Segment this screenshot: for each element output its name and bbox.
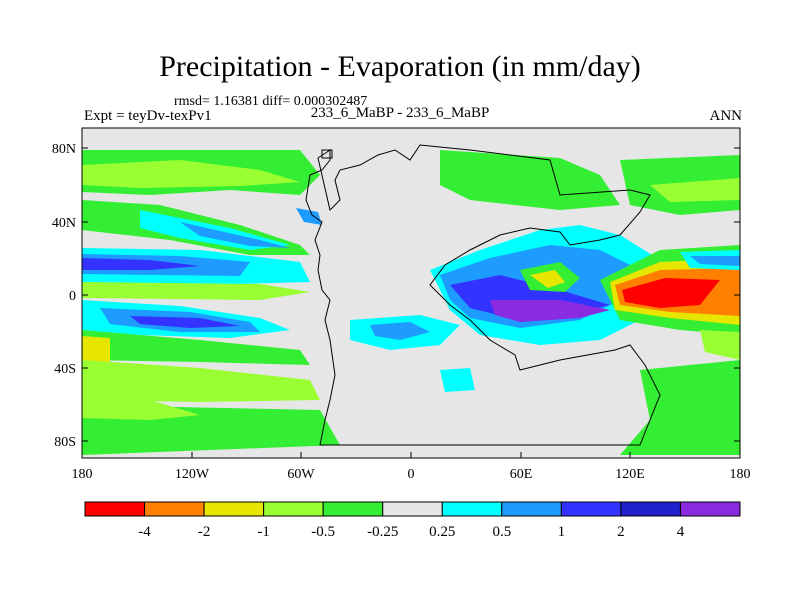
lat-label-80s: 80S [54,435,76,450]
colorbar-label: 4 [677,524,685,540]
colorbar-label: -1 [257,524,270,540]
lon-label-120w: 120W [175,467,210,482]
colorbar-swatch [322,501,384,517]
colorbar-label: -0.5 [311,524,335,540]
map-title: Precipitation - Evaporation (in mm/day) [159,50,641,83]
colorbar-label: 0.25 [429,524,455,540]
colorbar-label: 2 [617,524,625,540]
colorbar-label: 1 [558,524,566,540]
colorbar-swatch [203,501,265,517]
axis-ticks [81,147,741,458]
stats-text: rmsd= 1.16381 diff= 0.000302487 [174,94,368,109]
colorbar-swatch [382,501,443,517]
colorbar-swatch [144,501,205,517]
colorbar-label: -2 [198,524,211,540]
lon-label-180e: 180 [730,467,751,482]
colorbar-swatch [560,501,622,517]
colorbar-swatch [263,501,324,517]
lon-label-60w: 60W [287,467,315,482]
season-label: ANN [709,108,743,124]
colorbar-label: -4 [138,524,151,540]
lon-label-60e: 60E [510,467,533,482]
lat-label-40n: 40N [52,216,76,231]
continent-outlines [305,144,661,446]
colorbar-label: 0.5 [492,524,511,540]
experiment-label: Expt = teyDv-texPv1 [84,108,212,124]
lat-label-0: 0 [69,289,76,304]
colorbar-swatch [441,501,503,517]
lat-label-80n: 80N [52,142,76,157]
colorbar: -4 -2 -1 -0.5 -0.25 0.25 0.5 1 2 4 [84,501,741,540]
colorbar-swatch [620,501,681,517]
case-label: 233_6_MaBP - 233_6_MaBP [310,105,490,121]
map-plot: 80N 40N 0 40S 80S 180 120W 60W 0 60E 120… [52,127,751,482]
colorbar-swatch [84,501,146,517]
lon-label-120e: 120E [615,467,645,482]
lon-label-180w: 180 [72,467,93,482]
colorbar-swatch [501,501,562,517]
colorbar-swatch [679,501,741,517]
lat-label-40s: 40S [54,362,76,377]
contour-fields [82,150,740,455]
colorbar-label: -0.25 [367,524,398,540]
lon-label-0: 0 [408,467,415,482]
